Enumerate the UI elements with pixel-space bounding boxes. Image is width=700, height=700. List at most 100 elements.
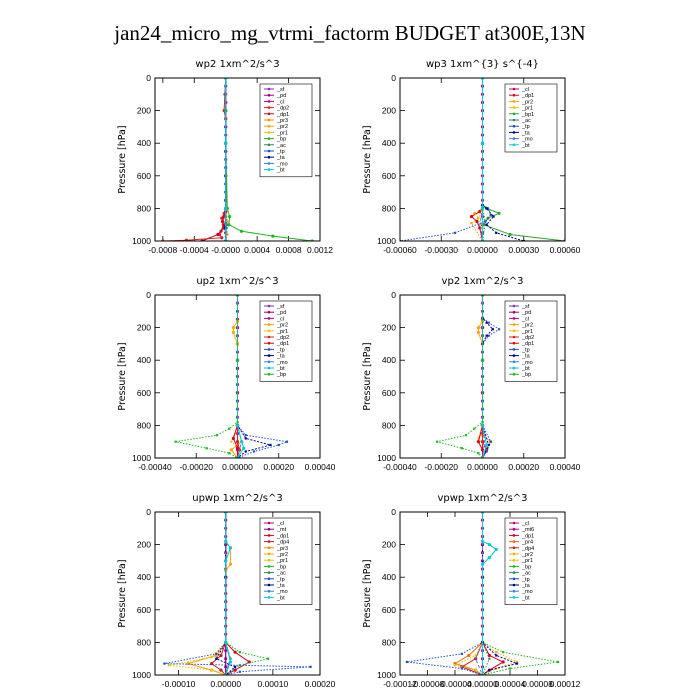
chart-panel-5: upwp 1xm^2/s^3 Pressure [hPa] 0 200 400 600 80…	[117, 493, 336, 689]
legend-label: _tp	[521, 347, 530, 353]
data-point-ta	[269, 443, 272, 447]
legend-marker-bt	[267, 168, 271, 171]
legend-label: _bt	[276, 168, 285, 174]
data-point-bp	[481, 421, 484, 424]
data-point-bp	[502, 651, 505, 654]
legend-label: _pr1	[276, 130, 288, 136]
data-point-bt	[224, 206, 228, 210]
y-tick-label: 400	[137, 138, 151, 148]
legend-label: _pr2	[521, 323, 533, 329]
data-point-bt	[480, 423, 485, 427]
data-point-pr1	[474, 654, 477, 657]
data-point-ta	[492, 215, 495, 218]
legend-marker-pr1	[512, 329, 516, 333]
data-point-dp1	[478, 210, 482, 214]
data-point-bt	[494, 547, 498, 552]
y-tick-label: 1000	[377, 453, 396, 463]
data-point-ta	[495, 654, 498, 657]
legend-marker-pd	[267, 310, 271, 314]
y-tick-label: 800	[382, 637, 396, 647]
legend-marker-pr3	[267, 546, 271, 550]
data-point-pr2	[476, 330, 480, 335]
chart-panel-6: vpwp 1xm^2/s^3 Pressure [hPa] 0 200 400 600 80…	[362, 493, 581, 689]
data-point-bp	[236, 295, 239, 297]
y-tick-label: 200	[137, 323, 151, 333]
y-axis-label: Pressure [hPa]	[362, 342, 373, 410]
x-tick-label: 0.00012	[550, 679, 581, 689]
legend-label: _pr1	[276, 558, 288, 564]
legend-label: _bp	[276, 137, 286, 143]
legend-label: _pr3	[276, 118, 288, 124]
x-tick-label: 0.00040	[550, 462, 581, 472]
legend-marker-bt	[512, 596, 516, 599]
data-point-dp1	[235, 446, 240, 450]
y-tick-label: 1000	[132, 670, 151, 680]
data-point-pr1	[210, 669, 213, 672]
data-point-tp	[277, 443, 280, 447]
data-point-dp2	[184, 238, 189, 241]
legend-marker-dp1	[267, 534, 271, 537]
data-point-dp1	[220, 219, 225, 224]
y-tick-label: 800	[137, 203, 151, 213]
data-point-tp	[453, 231, 457, 234]
x-tick-label: 0.00000	[467, 679, 498, 689]
legend-label: _ac	[521, 118, 531, 124]
legend-marker-sf	[267, 87, 271, 91]
data-point-pr2	[225, 231, 228, 234]
legend-marker-pr3	[267, 118, 271, 122]
data-point-bp	[508, 667, 512, 670]
y-tick-label: 0	[391, 507, 396, 517]
data-point-pr1	[168, 664, 171, 667]
data-point-tp	[238, 670, 241, 673]
data-point-dp1	[469, 214, 474, 219]
data-point-bp	[473, 427, 476, 430]
data-point-dp1	[501, 660, 505, 664]
data-point-ac	[225, 223, 228, 226]
data-point-bp	[227, 223, 231, 227]
data-point-tp	[244, 434, 247, 437]
x-tick-label: 0.00004	[495, 679, 526, 689]
x-tick-label: 0.00040	[305, 462, 336, 472]
x-tick-label: 0.00020	[305, 679, 336, 689]
data-point-pr2	[231, 326, 235, 330]
legend-label: _cl	[521, 316, 529, 322]
x-tick-label: -0.00010	[162, 679, 196, 689]
legend-marker-ta	[512, 583, 516, 587]
legend-marker-sf	[267, 304, 271, 308]
legend-label: _ta	[276, 583, 286, 589]
x-tick-label: 0.00010	[257, 679, 288, 689]
data-point-bp	[236, 359, 239, 362]
data-point-tp	[497, 328, 501, 331]
legend-marker-mo	[267, 589, 271, 593]
chart-panel-4: vp2 1xm^2/s^3 Pressure [hPa] 0 200 400 600 800…	[362, 276, 581, 472]
legend-label: _cl	[276, 316, 284, 322]
legend-marker-dp1	[512, 534, 516, 537]
legend-marker-pd	[512, 310, 516, 314]
y-axis-label: Pressure [hPa]	[362, 125, 373, 193]
legend: _cl_dp1_pr2_pr1_bp1_ac_tp_ta_mo_bt	[504, 83, 558, 153]
legend-label: _pr1	[521, 558, 533, 564]
y-tick-label: 800	[382, 420, 396, 430]
legend-marker-dp2	[512, 335, 516, 339]
legend-label: _pd	[276, 93, 286, 99]
data-point-pr2	[473, 212, 476, 215]
x-tick-label: 0.00020	[263, 462, 294, 472]
y-tick-label: 800	[382, 203, 396, 213]
data-point-bp	[477, 452, 480, 455]
legend-label: _mo	[521, 360, 533, 366]
x-tick-label: 0.00008	[522, 679, 553, 689]
data-point-bt	[224, 141, 228, 145]
data-point-tp	[484, 220, 487, 223]
legend-marker-bp	[512, 372, 516, 376]
legend-marker-cl	[512, 87, 516, 91]
data-point-dp2	[235, 440, 240, 444]
data-point-pr1	[453, 664, 457, 667]
data-point-bt	[224, 539, 228, 543]
legend-marker-pr4	[512, 540, 516, 543]
legend-label: _pr2	[276, 323, 288, 329]
series-group	[400, 78, 565, 241]
data-point-bp	[267, 657, 270, 660]
y-tick-label: 200	[137, 106, 151, 116]
